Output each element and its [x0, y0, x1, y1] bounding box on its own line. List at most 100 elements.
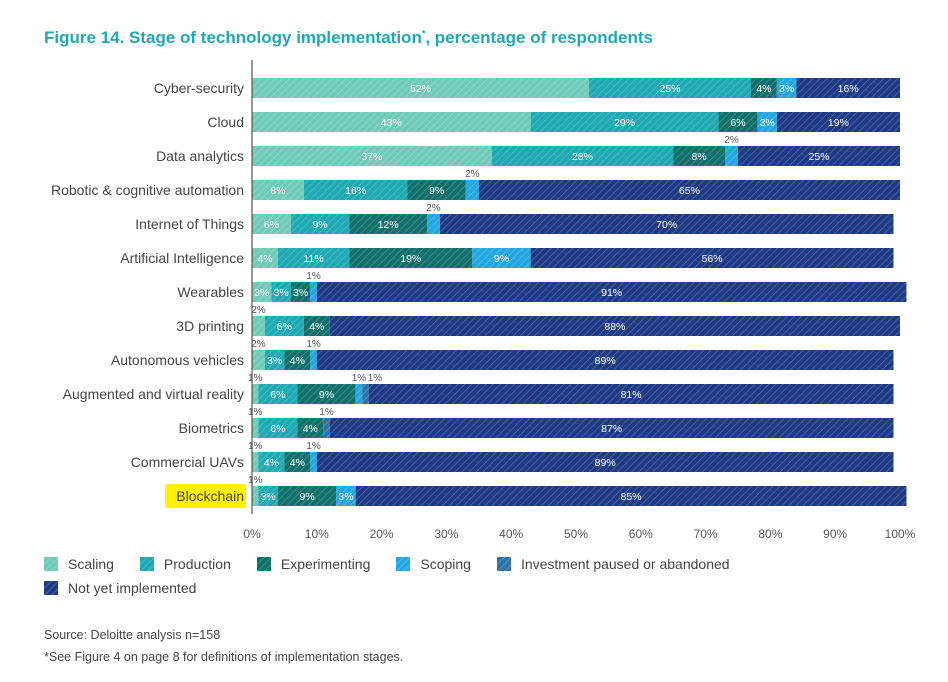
- data-label-internet-of-things-scaling: 6%: [264, 219, 279, 231]
- bar-segment-robotic-cognitive-automation-scaling: [252, 180, 304, 200]
- x-tick-label: 20%: [370, 527, 394, 541]
- bar-segment-internet-of-things-experimenting: [349, 214, 427, 234]
- legend-swatch: [396, 557, 411, 571]
- category-label-robotic-cognitive-automation: Robotic & cognitive automation: [51, 182, 244, 198]
- data-label-augmented-and-virtual-reality-not-yet-implemented: 81%: [621, 389, 642, 401]
- data-label-cloud-not-yet-implemented: 19%: [828, 117, 849, 129]
- category-label-autonomous-vehicles: Autonomous vehicles: [111, 352, 244, 368]
- legend-label: Investment paused or abandoned: [520, 556, 730, 572]
- data-label-artificial-intelligence-production: 11%: [303, 253, 323, 265]
- bar-segment-wearables-experimenting: [290, 282, 311, 302]
- bar-segment-autonomous-vehicles-not-yet-implemented: [316, 350, 894, 370]
- legend-item-scaling: Scaling: [44, 556, 114, 572]
- data-label-biometrics-production: 6%: [270, 423, 285, 435]
- legend-label: Not yet implemented: [68, 580, 197, 596]
- data-label-3d-printing-experimenting: 4%: [309, 321, 324, 333]
- bar-segment-3d-printing-scaling: [252, 316, 265, 336]
- bar-segment-cloud-scoping: [757, 112, 777, 132]
- data-label-data-analytics-not-yet-implemented: 25%: [808, 151, 829, 163]
- category-label-commercial-uavs: Commercial UAVs: [131, 454, 244, 470]
- category-label-internet-of-things: Internet of Things: [135, 216, 244, 232]
- bar-segment-augmented-and-virtual-reality-not-yet-implemented: [368, 384, 894, 404]
- bar-segment-autonomous-vehicles-experimenting: [284, 350, 311, 370]
- category-label-wearables: Wearables: [177, 284, 244, 300]
- legend-swatch: [44, 557, 58, 571]
- data-label-commercial-uavs-production: 4%: [264, 457, 279, 469]
- category-label-blockchain: Blockchain: [176, 488, 244, 504]
- legend-label: Scaling: [68, 556, 114, 572]
- data-label-cyber-security-scaling: 52%: [410, 83, 431, 95]
- bar-segment-cloud-scaling: [252, 112, 531, 132]
- bar-segment-internet-of-things-production: [290, 214, 350, 234]
- data-label-augmented-and-virtual-reality-scaling: 1%: [248, 373, 263, 384]
- data-label-internet-of-things-not-yet-implemented: 70%: [656, 219, 677, 231]
- data-label-cyber-security-scoping: 3%: [779, 83, 794, 95]
- bar-segment-data-analytics-not-yet-implemented: [738, 146, 900, 166]
- data-label-internet-of-things-experimenting: 12%: [378, 219, 399, 231]
- title-suffix: , percentage of respondents: [425, 28, 654, 47]
- bar-segment-artificial-intelligence-scoping: [472, 248, 531, 268]
- data-label-wearables-production: 3%: [274, 287, 289, 299]
- data-label-3d-printing-not-yet-implemented: 88%: [604, 321, 625, 333]
- data-label-commercial-uavs-scaling: 1%: [248, 441, 263, 452]
- bar-segment-data-analytics-production: [491, 146, 674, 166]
- bar-segment-data-analytics-experimenting: [673, 146, 726, 166]
- data-label-internet-of-things-production: 9%: [312, 219, 327, 231]
- title-text: Figure 14. Stage of technology implement…: [44, 28, 422, 47]
- x-tick-label: 100%: [885, 527, 916, 541]
- data-label-autonomous-vehicles-scaling: 2%: [251, 339, 266, 350]
- data-label-commercial-uavs-not-yet-implemented: 89%: [595, 457, 616, 469]
- legend-swatch: [496, 557, 511, 571]
- data-label-cloud-production: 29%: [614, 117, 635, 129]
- bar-segment-artificial-intelligence-scaling: [252, 248, 278, 268]
- bar-segment-internet-of-things-not-yet-implemented: [439, 214, 894, 234]
- stacked-bar-chart: Cyber-security 52% 25% 4% 3% 16% Cloud 43% 29% 6%…: [51, 60, 916, 541]
- data-label-3d-printing-scaling: 2%: [251, 305, 266, 316]
- bar-segment-commercial-uavs-production: [258, 452, 285, 472]
- data-label-biometrics-investment-paused-or-abandoned: 1%: [319, 407, 334, 418]
- bar-segment-cloud-not-yet-implemented: [776, 112, 900, 132]
- bar-segment-robotic-cognitive-automation-scoping: [465, 180, 479, 200]
- data-label-blockchain-scaling: 1%: [248, 475, 263, 486]
- data-label-augmented-and-virtual-reality-production: 6%: [270, 389, 285, 401]
- bar-segment-cloud-production: [530, 112, 719, 132]
- data-label-data-analytics-scaling: 37%: [361, 151, 382, 163]
- bar-segment-robotic-cognitive-automation-production: [303, 180, 408, 200]
- bar-segment-3d-printing-production: [264, 316, 304, 336]
- bar-segment-biometrics-scaling: [252, 418, 259, 438]
- legend-item-production: Production: [139, 556, 231, 572]
- data-label-robotic-cognitive-automation-production: 16%: [345, 185, 366, 197]
- category-label-3d-printing: 3D printing: [176, 318, 244, 334]
- data-label-autonomous-vehicles-scoping: 1%: [306, 339, 321, 350]
- bar-segment-cyber-security-experimenting: [750, 78, 777, 98]
- data-label-autonomous-vehicles-production: 3%: [267, 355, 282, 367]
- legend: Scaling Production Experimenting Scoping Inv…: [44, 556, 904, 604]
- bar-segment-biometrics-not-yet-implemented: [329, 418, 894, 438]
- bar-segment-3d-printing-not-yet-implemented: [329, 316, 900, 336]
- data-label-cyber-security-production: 25%: [659, 83, 680, 95]
- x-tick-label: 60%: [629, 527, 653, 541]
- data-label-blockchain-scoping: 3%: [338, 491, 353, 503]
- bar-segment-cyber-security-scaling: [252, 78, 589, 98]
- legend-swatch: [44, 581, 58, 595]
- bar-segment-autonomous-vehicles-scoping: [310, 350, 317, 370]
- data-label-robotic-cognitive-automation-not-yet-implemented: 65%: [679, 185, 700, 197]
- x-tick-label: 80%: [758, 527, 782, 541]
- data-label-cloud-scaling: 43%: [381, 117, 402, 129]
- data-label-artificial-intelligence-scaling: 4%: [257, 253, 272, 265]
- bar-segment-robotic-cognitive-automation-experimenting: [407, 180, 466, 200]
- bar-segment-artificial-intelligence-not-yet-implemented: [530, 248, 894, 268]
- bar-segment-robotic-cognitive-automation-not-yet-implemented: [478, 180, 900, 200]
- bar-segment-augmented-and-virtual-reality-production: [258, 384, 298, 404]
- x-tick-label: 40%: [499, 527, 523, 541]
- data-label-internet-of-things-scoping: 2%: [426, 203, 441, 214]
- x-tick-label: 10%: [305, 527, 329, 541]
- bar-segment-data-analytics-scoping: [725, 146, 738, 166]
- x-tick-label: 30%: [434, 527, 458, 541]
- data-label-biometrics-not-yet-implemented: 87%: [601, 423, 622, 435]
- bar-segment-cyber-security-production: [588, 78, 751, 98]
- bar-segment-wearables-scoping: [310, 282, 317, 302]
- bar-segment-autonomous-vehicles-scaling: [252, 350, 265, 370]
- bar-segment-cloud-experimenting: [718, 112, 758, 132]
- x-tick-label: 70%: [694, 527, 718, 541]
